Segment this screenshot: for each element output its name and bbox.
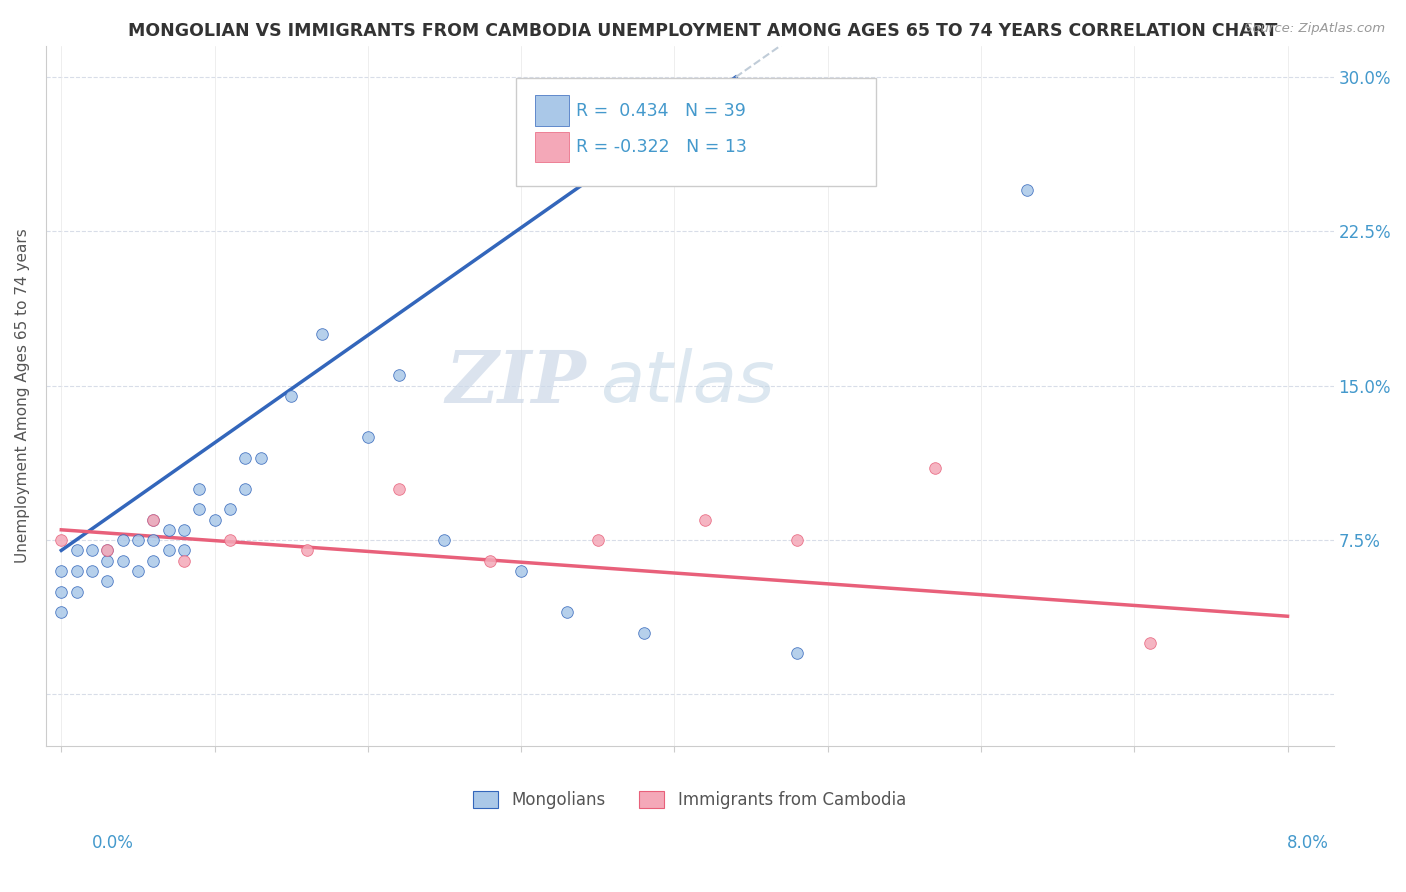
Point [357, 430, 380, 444]
Point [510, 564, 533, 578]
Point [51, 605, 73, 619]
Point [233, 482, 256, 496]
Point [51, 533, 73, 547]
Point [233, 450, 256, 465]
Point [127, 564, 149, 578]
Point [51, 564, 73, 578]
Point [280, 389, 302, 403]
Point [1015, 183, 1038, 197]
FancyBboxPatch shape [536, 132, 568, 162]
Point [142, 512, 165, 526]
Point [555, 605, 578, 619]
Point [96, 543, 118, 558]
Text: 0.0%: 0.0% [91, 834, 134, 852]
Point [96, 574, 118, 589]
Legend: Mongolians, Immigrants from Cambodia: Mongolians, Immigrants from Cambodia [467, 784, 912, 816]
Point [204, 512, 226, 526]
Point [924, 461, 946, 475]
Point [111, 554, 134, 568]
Point [188, 482, 211, 496]
Point [188, 502, 211, 516]
Point [479, 554, 502, 568]
FancyBboxPatch shape [536, 95, 568, 126]
Text: 8.0%: 8.0% [1286, 834, 1329, 852]
Point [173, 554, 195, 568]
Point [433, 533, 456, 547]
Point [786, 646, 808, 660]
Point [295, 543, 318, 558]
Point [111, 533, 134, 547]
Point [66, 564, 89, 578]
Point [249, 450, 271, 465]
Text: Source: ZipAtlas.com: Source: ZipAtlas.com [1244, 22, 1385, 36]
Point [66, 584, 89, 599]
Point [142, 512, 165, 526]
Text: atlas: atlas [599, 348, 775, 417]
Text: R =  0.434   N = 39: R = 0.434 N = 39 [576, 102, 747, 120]
Point [127, 533, 149, 547]
Text: ZIP: ZIP [446, 347, 586, 417]
Point [142, 554, 165, 568]
Point [387, 482, 409, 496]
Point [1139, 636, 1161, 650]
Y-axis label: Unemployment Among Ages 65 to 74 years: Unemployment Among Ages 65 to 74 years [15, 228, 30, 564]
Point [311, 327, 333, 342]
Point [142, 533, 165, 547]
Point [96, 543, 118, 558]
Point [173, 523, 195, 537]
Point [157, 523, 180, 537]
Point [786, 533, 808, 547]
Point [96, 554, 118, 568]
Point [586, 533, 609, 547]
Point [80, 543, 103, 558]
FancyBboxPatch shape [516, 78, 876, 186]
Point [80, 564, 103, 578]
Point [219, 502, 242, 516]
Text: R = -0.322   N = 13: R = -0.322 N = 13 [576, 138, 748, 156]
Point [633, 625, 655, 640]
Point [66, 543, 89, 558]
Text: MONGOLIAN VS IMMIGRANTS FROM CAMBODIA UNEMPLOYMENT AMONG AGES 65 TO 74 YEARS COR: MONGOLIAN VS IMMIGRANTS FROM CAMBODIA UN… [128, 22, 1278, 40]
Point [157, 543, 180, 558]
Point [219, 533, 242, 547]
Point [51, 584, 73, 599]
Point [173, 543, 195, 558]
Point [387, 368, 409, 383]
Point [693, 512, 716, 526]
